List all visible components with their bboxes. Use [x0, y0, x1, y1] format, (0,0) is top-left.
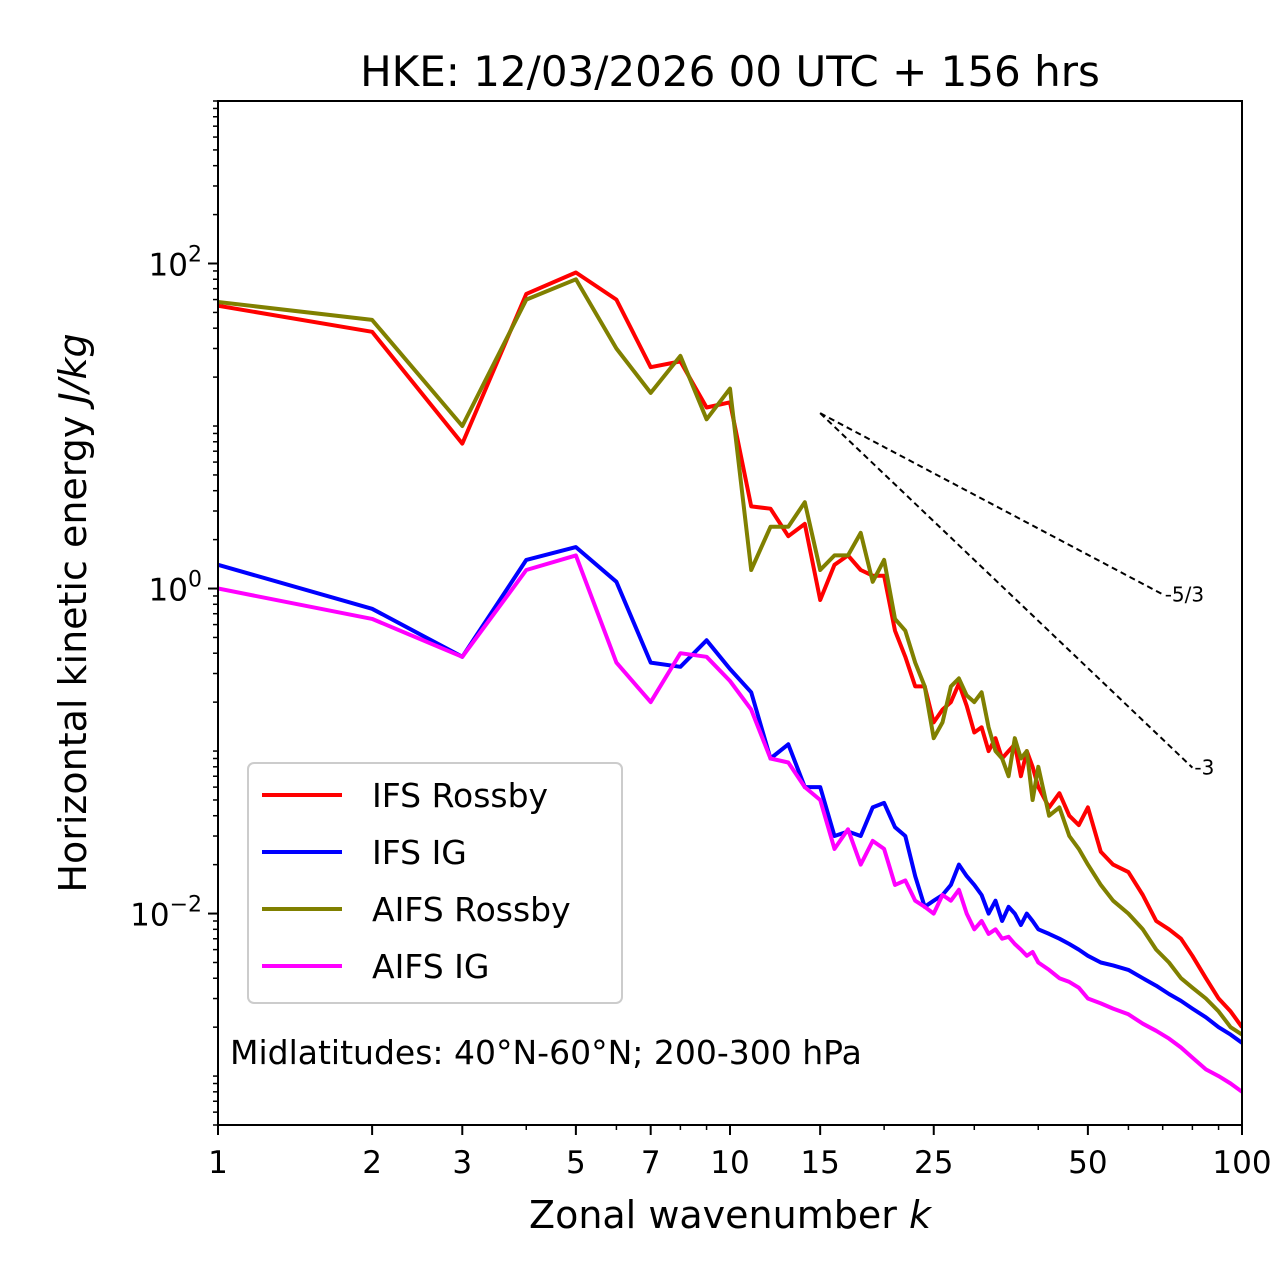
- legend-label: AIFS IG: [372, 947, 489, 986]
- legend-box: [247, 762, 623, 1004]
- y-axis-label: Horizontal kinetic energy J/kg: [51, 333, 95, 892]
- series-lines: [218, 270, 1242, 1094]
- region-annotation: Midlatitudes: 40°N-60°N; 200-300 hPa: [230, 1033, 862, 1072]
- reference-line-label: -5/3: [1165, 582, 1204, 606]
- series-line: [218, 553, 1242, 1094]
- x-axis-ticks: 1 2 3 5 7 10 15 25 50 100: [208, 1125, 1272, 1181]
- chart-title: HKE: 12/03/2026 00 UTC + 156 hrs: [360, 47, 1100, 96]
- reference-slope-lines: -5/3 -3: [819, 412, 1214, 780]
- x-tick-label: 2: [362, 1145, 382, 1181]
- reference-line: [819, 412, 1164, 596]
- reference-line-label: -3: [1194, 756, 1214, 780]
- x-tick-label: 7: [641, 1145, 661, 1181]
- x-tick-label: 3: [452, 1145, 472, 1181]
- legend-label: IFS Rossby: [372, 776, 548, 815]
- legend-label: IFS IG: [372, 833, 467, 872]
- x-tick-label: 5: [566, 1145, 586, 1181]
- x-tick-label: 10: [710, 1145, 749, 1181]
- x-tick-label: 25: [914, 1145, 953, 1181]
- y-tick-label: 102: [149, 243, 202, 284]
- y-tick-label: 10−2: [130, 893, 202, 934]
- x-tick-label: 15: [800, 1145, 839, 1181]
- legend: IFS Rossby IFS IG AIFS Rossby AIFS IG: [247, 762, 623, 1004]
- series-line: [218, 545, 1242, 1045]
- y-axis-ticks: 10−2 100 102: [130, 100, 218, 1126]
- x-tick-label: 1: [208, 1145, 228, 1181]
- legend-label: AIFS Rossby: [372, 890, 571, 929]
- y-tick-label: 100: [149, 568, 202, 609]
- series-line: [218, 277, 1242, 1037]
- x-tick-label: 100: [1212, 1145, 1271, 1181]
- x-tick-label: 50: [1068, 1145, 1107, 1181]
- x-axis-label: Zonal wavenumber k: [529, 1193, 933, 1237]
- reference-line: [819, 412, 1194, 769]
